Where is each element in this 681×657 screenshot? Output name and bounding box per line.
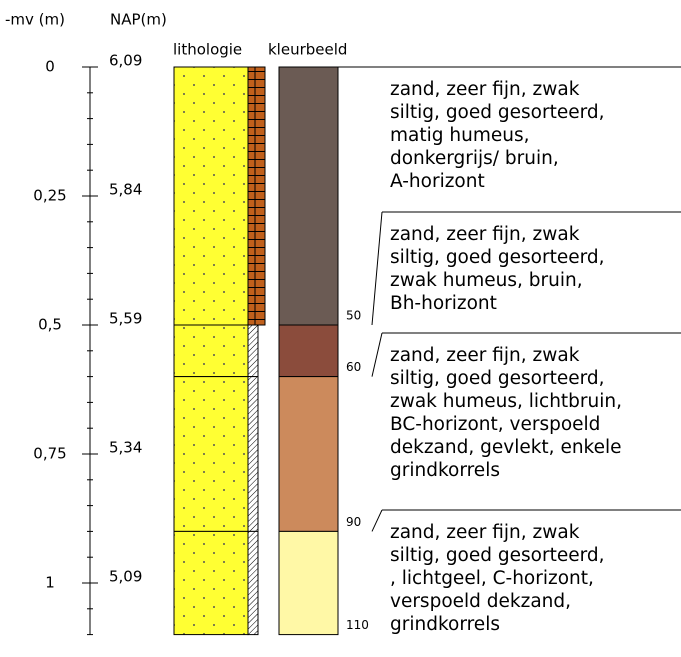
depth-label: 1 — [45, 574, 55, 592]
color-layer — [279, 531, 338, 634]
description-line: dekzand, gevlekt, enkele — [390, 437, 622, 458]
depth-label: 0,25 — [33, 187, 66, 205]
description-line: Bh-horizont — [390, 293, 497, 314]
connector — [372, 212, 382, 325]
depth-marker: 90 — [346, 515, 361, 529]
depth-axis-label: -mv (m) — [5, 11, 65, 29]
description-line: BC-horizont, verspoeld — [390, 414, 600, 435]
lithology-layer — [174, 377, 248, 532]
color-layer — [279, 325, 338, 377]
lithology-strip — [248, 325, 258, 377]
description-line: matig humeus, — [390, 125, 529, 146]
depth-label: 0,5 — [38, 316, 62, 334]
nap-axis-label: NAP(m) — [110, 11, 167, 29]
soil-profile: -mv (m) NAP(m) lithologie kleurbeeld 0 6,… — [0, 0, 681, 653]
depth-marker: 50 — [346, 309, 361, 323]
depth-marker: 110 — [346, 618, 369, 632]
description-line: , lichtgeel, C-horizont, — [390, 568, 594, 589]
description-line: siltig, goed gesorteerd, — [390, 368, 605, 389]
lithology-strip — [248, 67, 265, 325]
nap-label: 5,84 — [109, 181, 142, 199]
description-line: zand, zeer fijn, zwak — [390, 345, 580, 366]
description-line: siltig, goed gesorteerd, — [390, 247, 605, 268]
description-line: zwak humeus, lichtbruin, — [390, 391, 622, 412]
description-line: zand, zeer fijn, zwak — [390, 79, 580, 100]
lithology-header: lithologie — [173, 41, 242, 59]
description-line: grindkorrels — [390, 460, 500, 481]
depth-label: 0 — [45, 58, 55, 76]
description-line: siltig, goed gesorteerd, — [390, 545, 605, 566]
lithology-layer — [174, 531, 248, 634]
lithology-layer — [174, 325, 248, 377]
color-layer — [279, 67, 338, 325]
description-line: donkergrijs/ bruin, — [390, 148, 559, 169]
nap-label: 5,09 — [109, 568, 142, 586]
lithology-layer — [174, 67, 248, 325]
lithology-strip — [248, 531, 258, 634]
description-line: siltig, goed gesorteerd, — [390, 102, 605, 123]
color-layer — [279, 377, 338, 532]
description-line: zwak humeus, bruin, — [390, 270, 583, 291]
depth-marker: 60 — [346, 360, 361, 374]
nap-label: 5,59 — [109, 310, 142, 328]
description-line: A-horizont — [390, 171, 485, 192]
depth-label: 0,75 — [33, 445, 66, 463]
connector — [372, 333, 382, 377]
nap-label: 6,09 — [109, 52, 142, 70]
connector — [372, 510, 382, 531]
color-header: kleurbeeld — [268, 41, 347, 59]
nap-label: 5,34 — [109, 439, 142, 457]
description-line: grindkorrels — [390, 614, 500, 635]
description-line: zand, zeer fijn, zwak — [390, 224, 580, 245]
description-line: verspoeld dekzand, — [390, 591, 571, 612]
description-line: zand, zeer fijn, zwak — [390, 522, 580, 543]
lithology-strip — [248, 377, 258, 532]
